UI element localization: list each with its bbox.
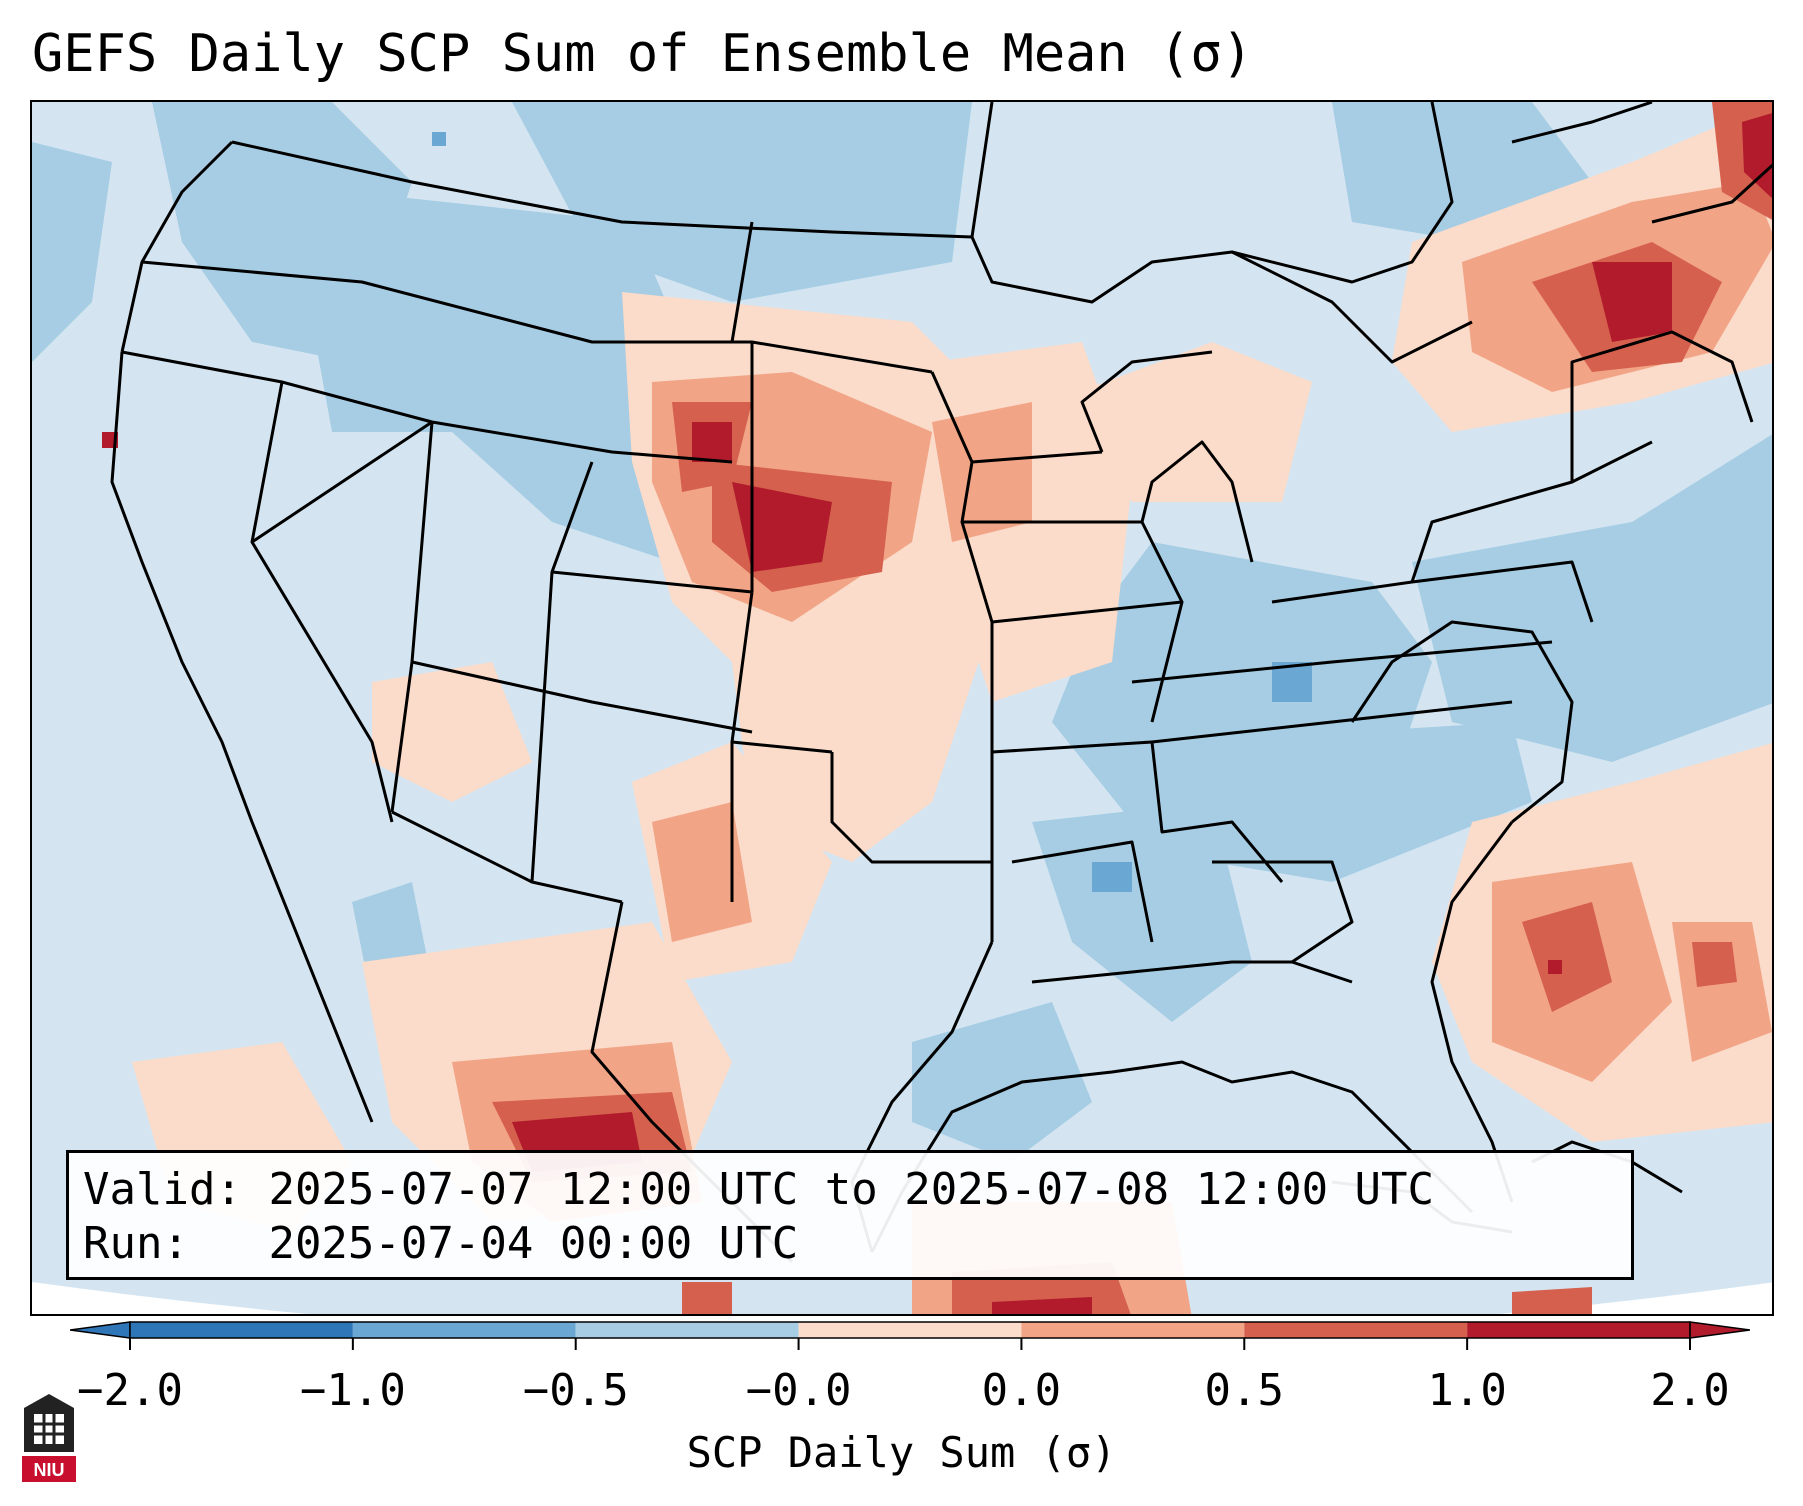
run-label: Run: [83, 1218, 189, 1269]
logo-text: NIU [34, 1460, 65, 1480]
logo-window [34, 1414, 64, 1444]
colorbar-segment [352, 1322, 576, 1338]
colorbar-extend-low [70, 1321, 131, 1339]
run-value: 2025-07-04 00:00 UTC [268, 1218, 799, 1269]
map-panel [30, 100, 1774, 1316]
map-title: GEFS Daily SCP Sum of Ensemble Mean (σ) [32, 24, 1253, 84]
colorbar-tick-label: −0.0 [745, 1365, 852, 1416]
colorbar-tick-marks [129, 1338, 1691, 1350]
logo-badge [22, 1456, 76, 1482]
run-row: Run: 2025-07-04 00:00 UTC [83, 1217, 1631, 1271]
valid-value: 2025-07-07 12:00 UTC to 2025-07-08 12:00… [268, 1164, 1435, 1215]
valid-run-info: Valid: 2025-07-07 12:00 UTC to 2025-07-0… [66, 1150, 1634, 1280]
colorbar-tick-label: −0.5 [522, 1365, 629, 1416]
valid-label: Valid: [83, 1164, 242, 1215]
state-boundaries [110, 102, 1772, 1264]
colorbar-segments [70, 1321, 1750, 1339]
scp-map [32, 102, 1772, 1314]
colorbar-segment [130, 1322, 353, 1338]
colorbar-tick-label: 0.0 [981, 1365, 1062, 1416]
colorbar-segment [1467, 1322, 1690, 1338]
projection-edge [32, 1282, 1772, 1314]
colorbar [70, 1321, 1750, 1350]
colorbar-tick-label: 2.0 [1650, 1365, 1730, 1416]
colorbar-segment [1244, 1322, 1468, 1338]
colorbar-tick-label: 0.5 [1204, 1365, 1285, 1416]
niu-logo: NIU [22, 1394, 76, 1482]
colorbar-tick-label: −2.0 [77, 1365, 183, 1416]
valid-row: Valid: 2025-07-07 12:00 UTC to 2025-07-0… [83, 1163, 1631, 1217]
colorbar-label: SCP Daily Sum (σ) [686, 1428, 1117, 1477]
colorbar-tick-label: −1.0 [299, 1365, 406, 1416]
colorbar-segment [798, 1322, 1022, 1338]
colorbar-segment [575, 1322, 799, 1338]
colorbar-extend-high [1689, 1321, 1750, 1339]
colorbar-outline [129, 1321, 1691, 1339]
logo-window-grid [34, 1414, 64, 1444]
colorbar-tick-label: 1.0 [1427, 1365, 1507, 1416]
colorbar-segment [1021, 1322, 1245, 1338]
